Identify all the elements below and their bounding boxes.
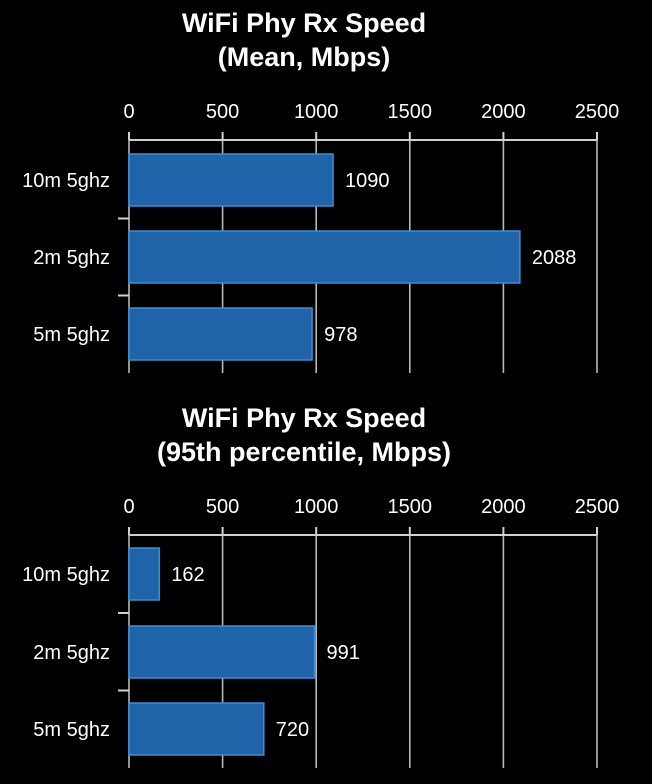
bar-value-label: 1090 [345,170,390,192]
chart-title-line: (95th percentile, Mbps) [157,437,451,467]
x-tick-label: 2000 [481,101,526,123]
category-label: 10m 5ghz [22,564,110,586]
x-tick-label: 500 [206,496,239,518]
category-label: 2m 5ghz [33,247,110,269]
bar [128,547,161,601]
x-tick-label: 1000 [294,101,339,123]
x-tick-label: 1500 [388,496,433,518]
bar-value-label: 978 [324,324,357,346]
x-tick-label: 1500 [388,101,433,123]
bar [128,625,316,679]
x-tick-label: 2500 [575,496,620,518]
bar [128,230,521,284]
x-tick-label: 1000 [294,496,339,518]
x-tick-label: 500 [206,101,239,123]
chart-title-line: WiFi Phy Rx Speed [182,403,426,433]
category-label: 5m 5ghz [33,324,110,346]
chart-2: WiFi Phy Rx Speed (95th percentile, Mbps)… [22,403,619,768]
bar [128,702,265,756]
bar [128,153,334,207]
chart-title-line: (Mean, Mbps) [218,42,391,72]
x-tick-label: 2000 [481,496,526,518]
bar-value-label: 991 [327,642,360,664]
bar-value-label: 162 [171,564,204,586]
category-label: 10m 5ghz [22,170,110,192]
category-label: 5m 5ghz [33,719,110,741]
x-tick-label: 2500 [575,101,620,123]
x-tick-label: 0 [123,496,134,518]
chart-1: WiFi Phy Rx Speed (Mean, Mbps) 0 500 1000 150… [22,8,619,373]
category-label: 2m 5ghz [33,642,110,664]
x-tick-label: 0 [123,101,134,123]
bar-value-label: 720 [276,719,309,741]
bar [128,307,313,361]
chart-title-line: WiFi Phy Rx Speed [182,8,426,38]
bar-value-label: 2088 [532,247,577,269]
